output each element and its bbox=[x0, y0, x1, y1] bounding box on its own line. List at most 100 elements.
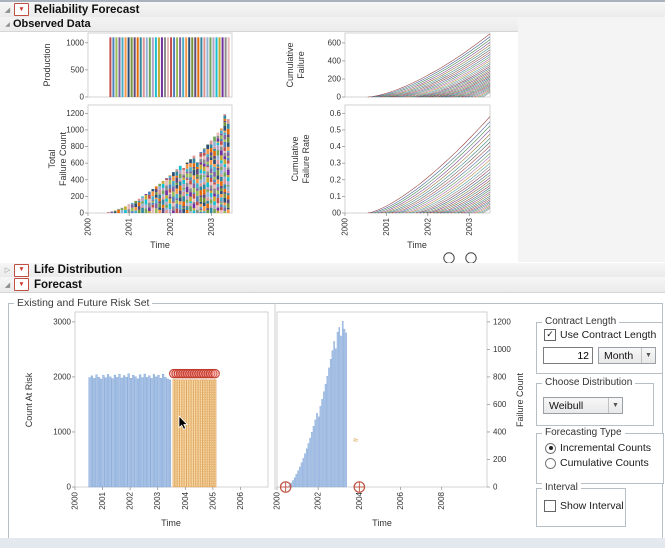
incremental-counts-radio[interactable] bbox=[545, 442, 556, 454]
forecasting-type-groupbox: Forecasting Type Incremental Counts Cumu… bbox=[536, 427, 664, 484]
interval-title: Interval bbox=[542, 482, 581, 493]
svg-text:2000: 2000 bbox=[53, 372, 71, 381]
page-title: Reliability Forecast bbox=[34, 3, 140, 16]
svg-text:400: 400 bbox=[71, 175, 85, 184]
total-failure-count-chart[interactable]: 0 200 400 600 800 1000 1200 2000 2001 2002 2003 Tot… bbox=[30, 100, 235, 252]
svg-text:0.4: 0.4 bbox=[330, 142, 342, 151]
svg-text:600: 600 bbox=[328, 38, 342, 47]
svg-text:1200: 1200 bbox=[493, 317, 511, 326]
production-chart[interactable]: 0 500 1000 Production bbox=[30, 31, 235, 102]
svg-text:2002: 2002 bbox=[314, 491, 323, 509]
svg-text:2001: 2001 bbox=[125, 217, 134, 235]
contract-unit-dropdown[interactable]: Month ▼ bbox=[598, 347, 656, 364]
svg-text:Cumulative: Cumulative bbox=[290, 136, 300, 181]
svg-text:1200: 1200 bbox=[66, 109, 84, 118]
life-distribution-title: Life Distribution bbox=[34, 264, 123, 276]
svg-text:Production: Production bbox=[42, 43, 52, 86]
svg-text:0: 0 bbox=[493, 483, 498, 492]
svg-text:500: 500 bbox=[71, 65, 85, 74]
svg-text:200: 200 bbox=[493, 455, 507, 464]
svg-text:600: 600 bbox=[71, 159, 85, 168]
svg-text:Count At Risk: Count At Risk bbox=[24, 372, 34, 427]
svg-text:Total: Total bbox=[47, 149, 57, 168]
mouse-cursor-icon bbox=[178, 415, 189, 431]
choose-distribution-title: Choose Distribution bbox=[542, 377, 636, 388]
contract-unit-value: Month bbox=[604, 349, 634, 362]
svg-text:0: 0 bbox=[337, 93, 342, 102]
svg-text:2002: 2002 bbox=[166, 217, 175, 235]
svg-text:2003: 2003 bbox=[207, 217, 216, 235]
window-bottom-strip bbox=[0, 538, 665, 548]
svg-text:00: 00 bbox=[332, 209, 341, 218]
svg-text:0.6: 0.6 bbox=[330, 109, 342, 118]
red-triangle-menu-icon[interactable]: ▼ bbox=[14, 278, 29, 291]
cumulative-counts-radio[interactable] bbox=[545, 457, 556, 469]
chevron-down-icon: ▼ bbox=[608, 398, 622, 413]
svg-text:2002: 2002 bbox=[126, 491, 135, 509]
section-header-observed-data: ◢ Observed Data bbox=[0, 17, 518, 32]
show-interval-checkbox[interactable] bbox=[544, 500, 556, 512]
svg-text:2006: 2006 bbox=[396, 491, 405, 509]
section-header-reliability-forecast: ◢ ▼ Reliability Forecast bbox=[0, 2, 665, 18]
svg-text:2000: 2000 bbox=[341, 217, 350, 235]
cumulative-failure-chart[interactable]: 0 200 400 600 Cumulative Failure bbox=[285, 31, 520, 102]
distribution-value: Weibull bbox=[549, 399, 584, 412]
section-header-forecast: ◢ ▼ Forecast bbox=[0, 277, 665, 293]
svg-text:2006: 2006 bbox=[236, 491, 245, 509]
svg-text:Failure Count: Failure Count bbox=[58, 131, 68, 186]
svg-text:2000: 2000 bbox=[273, 491, 282, 509]
svg-text:800: 800 bbox=[493, 372, 507, 381]
interval-groupbox: Interval Show Interval bbox=[536, 482, 626, 527]
svg-text:Time: Time bbox=[372, 518, 392, 528]
svg-text:2001: 2001 bbox=[98, 491, 107, 509]
svg-text:0.2: 0.2 bbox=[330, 175, 342, 184]
cumulative-counts-label: Cumulative Counts bbox=[560, 457, 649, 469]
svg-text:2003: 2003 bbox=[465, 217, 474, 235]
svg-text:Failure: Failure bbox=[296, 51, 306, 79]
cumulative-failure-rate-chart[interactable]: 00 0.1 0.2 0.3 0.4 0.5 0.6 2000 2001 2002 2003 Cumu… bbox=[285, 100, 520, 264]
disclosure-triangle-icon[interactable]: ◢ bbox=[4, 281, 11, 289]
svg-text:2003: 2003 bbox=[153, 491, 162, 509]
svg-text:Failure Rate: Failure Rate bbox=[301, 134, 311, 183]
svg-text:400: 400 bbox=[328, 56, 342, 65]
distribution-dropdown[interactable]: Weibull ▼ bbox=[543, 397, 623, 414]
svg-text:Time: Time bbox=[150, 240, 170, 250]
forecasting-type-title: Forecasting Type bbox=[542, 427, 625, 438]
disclosure-triangle-icon[interactable]: ◢ bbox=[5, 21, 10, 28]
svg-text:200: 200 bbox=[71, 192, 85, 201]
svg-text:0: 0 bbox=[67, 483, 72, 492]
svg-text:2001: 2001 bbox=[382, 217, 391, 235]
svg-text:600: 600 bbox=[493, 400, 507, 409]
svg-text:1000: 1000 bbox=[66, 38, 84, 47]
disclosure-triangle-icon[interactable]: ◢ bbox=[4, 6, 11, 14]
observed-data-title: Observed Data bbox=[13, 18, 91, 30]
svg-text:0: 0 bbox=[80, 93, 85, 102]
red-triangle-menu-icon[interactable]: ▼ bbox=[14, 263, 29, 277]
svg-text:800: 800 bbox=[71, 142, 85, 151]
contract-length-input[interactable] bbox=[543, 347, 593, 364]
use-contract-length-checkbox[interactable] bbox=[544, 329, 556, 341]
svg-text:0.3: 0.3 bbox=[330, 159, 342, 168]
svg-text:1000: 1000 bbox=[66, 125, 84, 134]
svg-text:400: 400 bbox=[493, 427, 507, 436]
use-contract-length-label: Use Contract Length bbox=[560, 329, 657, 341]
risk-set-title: Existing and Future Risk Set bbox=[14, 297, 153, 309]
incremental-counts-label: Incremental Counts bbox=[560, 442, 652, 454]
svg-text:0: 0 bbox=[80, 209, 85, 218]
svg-text:Time: Time bbox=[407, 240, 427, 250]
svg-text:2002: 2002 bbox=[423, 217, 432, 235]
section-header-life-distribution: ▷ ▼ Life Distribution bbox=[0, 263, 665, 278]
disclosure-triangle-collapsed-icon[interactable]: ▷ bbox=[4, 267, 11, 274]
svg-text:3000: 3000 bbox=[53, 317, 71, 326]
svg-text:200: 200 bbox=[328, 74, 342, 83]
svg-text:0.1: 0.1 bbox=[330, 192, 342, 201]
red-triangle-menu-icon[interactable]: ▼ bbox=[14, 3, 29, 16]
svg-text:2000: 2000 bbox=[71, 491, 80, 509]
svg-text:2004: 2004 bbox=[355, 491, 364, 509]
chevron-down-icon: ▼ bbox=[641, 348, 655, 363]
window-top-border bbox=[0, 0, 665, 2]
svg-text:2005: 2005 bbox=[208, 491, 217, 509]
show-interval-label: Show Interval bbox=[560, 500, 624, 512]
